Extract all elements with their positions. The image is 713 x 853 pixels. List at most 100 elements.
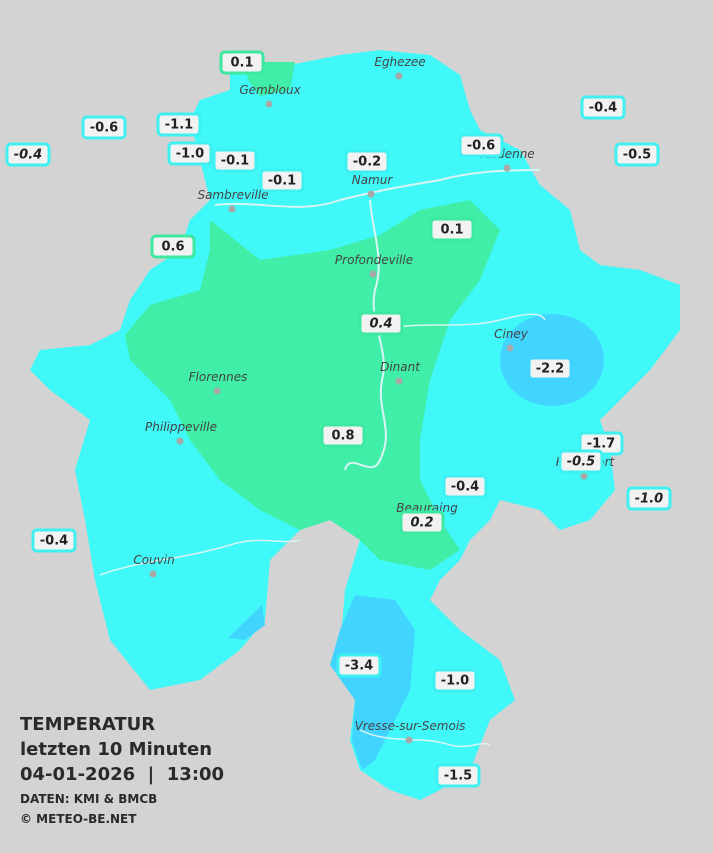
station-label: 0.1 [440, 223, 463, 238]
station-box [614, 142, 660, 167]
city-name: Ciney [494, 327, 529, 341]
station-label: -1.1 [165, 118, 193, 133]
station-box [219, 50, 265, 75]
station-box [259, 168, 305, 193]
station-box [429, 217, 475, 242]
station-label: -0.5 [567, 455, 595, 470]
station-box [320, 423, 366, 448]
city-dot [405, 736, 413, 744]
station-label: -1.0 [176, 147, 204, 162]
station-box [399, 510, 445, 535]
stations: 0.1 -0.4 -0.6 -1.1 -0.4 -1.0 -0.1 -0.2 -0.6 -0.5 -… [5, 50, 672, 788]
city-dot [395, 72, 403, 80]
station: -0.4 [31, 528, 77, 553]
station: -1.0 [167, 141, 213, 166]
station: -0.2 [344, 149, 390, 174]
station: -0.4 [580, 95, 626, 120]
station: 0.4 [358, 311, 404, 336]
city-dot [176, 437, 184, 445]
river [359, 729, 491, 748]
cold-zone [228, 605, 265, 640]
station-box [626, 486, 672, 511]
station-box [358, 311, 404, 336]
city-dot [506, 344, 514, 352]
station: -2.2 [527, 356, 573, 381]
city-name: Dinant [380, 360, 421, 374]
station-label: 0.2 [410, 516, 433, 531]
station-label: -1.0 [635, 492, 663, 507]
city-name: Namur [352, 173, 394, 187]
station-label: -0.6 [90, 121, 118, 136]
station: 0.8 [320, 423, 366, 448]
city-name: Profondeville [335, 253, 413, 267]
station-box [580, 95, 626, 120]
station-box [5, 142, 51, 167]
legend-source: DATEN: KMI & BMCB [20, 792, 157, 806]
legend-copyright: © METEO-BE.NET [20, 812, 137, 826]
station-label: -1.5 [444, 769, 472, 784]
city-dot [213, 387, 221, 395]
station-box [458, 133, 504, 158]
river [99, 539, 301, 576]
legend-datetime: 04-01-2026 | 13:00 [20, 764, 224, 785]
cold-zone [330, 595, 415, 770]
station: 0.1 [219, 50, 265, 75]
station: -1.1 [156, 112, 202, 137]
city-name: Couvin [133, 553, 174, 567]
city-name: Florennes [189, 370, 248, 384]
station: -1.0 [432, 668, 478, 693]
river [214, 169, 541, 208]
city-name: Gembloux [239, 83, 301, 97]
warm-zone [125, 200, 500, 570]
station-box [336, 653, 382, 678]
station-label: -0.2 [353, 155, 381, 170]
river [344, 199, 387, 471]
river [384, 313, 546, 331]
station: 0.2 [399, 510, 445, 535]
station-box [156, 112, 202, 137]
city-dot [265, 100, 273, 108]
station-box [150, 234, 196, 259]
city-dot [149, 570, 157, 578]
station-box [167, 141, 213, 166]
station-box [81, 115, 127, 140]
station-label: -0.4 [14, 148, 42, 163]
station-label: -1.0 [441, 674, 469, 689]
station: -0.4 [5, 142, 51, 167]
station-label: -0.4 [589, 101, 617, 116]
station: -3.4 [336, 653, 382, 678]
station-box [212, 148, 258, 173]
station: -0.6 [81, 115, 127, 140]
station: -0.1 [259, 168, 305, 193]
station-box [344, 149, 390, 174]
station-label: 0.4 [369, 317, 392, 332]
station: -0.6 [458, 133, 504, 158]
station-label: -0.4 [451, 480, 479, 495]
station: -0.5 [558, 449, 604, 474]
station-label: -0.1 [268, 174, 296, 189]
city-dot [367, 190, 375, 198]
city-name: Vresse-sur-Semois [355, 719, 466, 733]
station-box [31, 528, 77, 553]
station-box [527, 356, 573, 381]
city-dot [580, 472, 588, 480]
station-label: -0.5 [623, 148, 651, 163]
station: -1.5 [435, 763, 481, 788]
city-name: Sambreville [197, 188, 268, 202]
station-box [432, 668, 478, 693]
station-label: -0.1 [221, 154, 249, 169]
city-dot [369, 270, 377, 278]
station-box [435, 763, 481, 788]
station: -0.1 [212, 148, 258, 173]
station-label: 0.8 [331, 429, 354, 444]
station-label: -2.2 [536, 362, 564, 377]
legend-title: TEMPERATUR [20, 714, 155, 735]
station-box [442, 474, 488, 499]
city-name: Philippeville [145, 420, 217, 434]
legend-subtitle: letzten 10 Minuten [20, 739, 212, 760]
station: -1.0 [626, 486, 672, 511]
station-label: -3.4 [345, 659, 373, 674]
station: 0.1 [429, 217, 475, 242]
station-label: -1.7 [587, 437, 615, 452]
